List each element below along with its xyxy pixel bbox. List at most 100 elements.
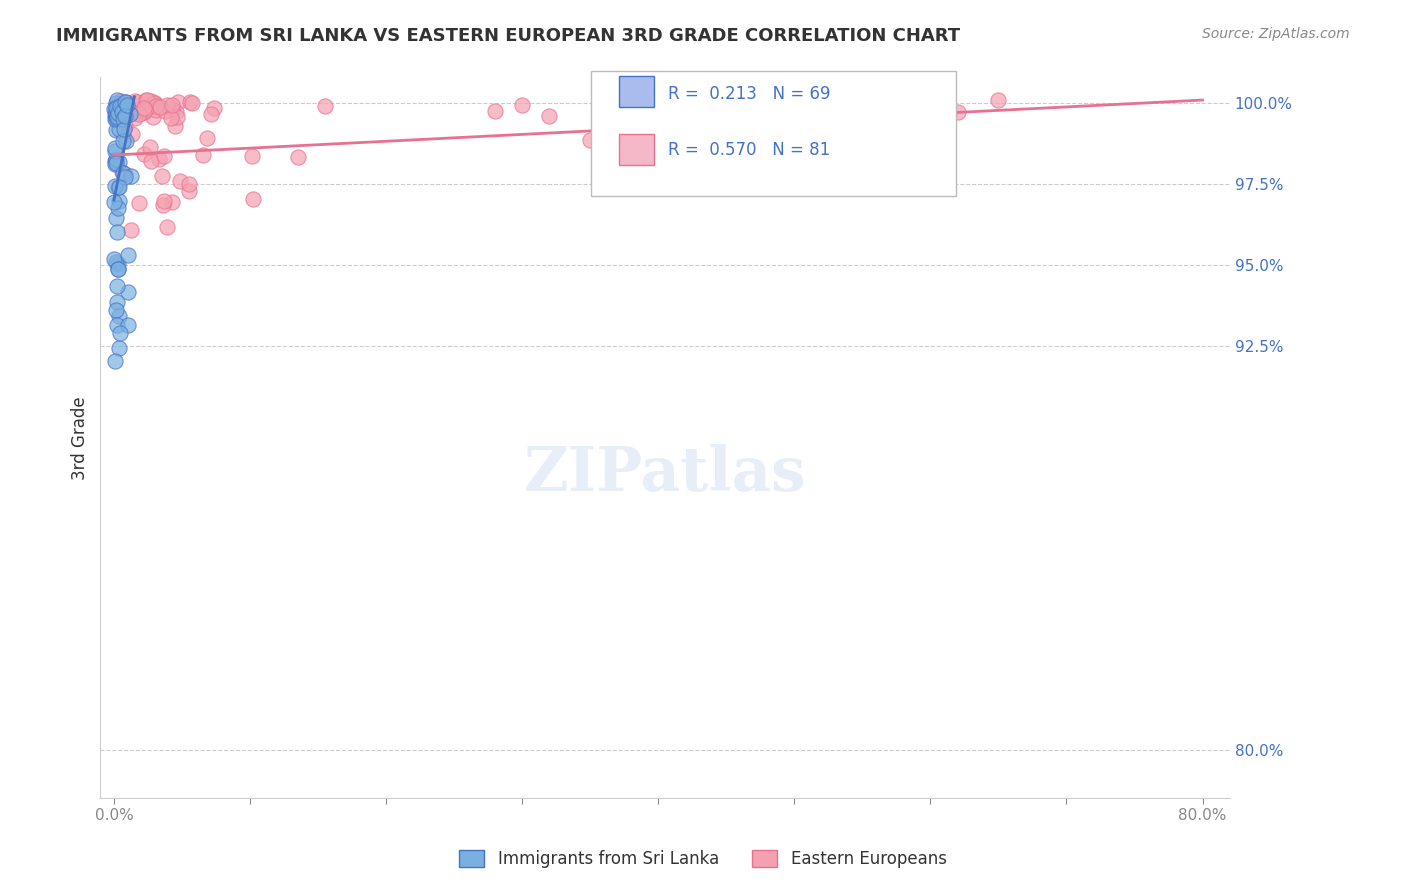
- Eastern Europeans: [105, 101, 128, 115]
- Eastern Europeans: [195, 131, 218, 145]
- Eastern Europeans: [111, 165, 134, 179]
- Eastern Europeans: [105, 105, 128, 120]
- Eastern Europeans: [287, 150, 309, 164]
- Eastern Europeans: [121, 128, 143, 142]
- Immigrants from Sri Lanka: [120, 106, 142, 120]
- Immigrants from Sri Lanka: [114, 95, 136, 110]
- Immigrants from Sri Lanka: [108, 326, 131, 341]
- Eastern Europeans: [150, 169, 173, 183]
- Immigrants from Sri Lanka: [105, 93, 128, 107]
- Immigrants from Sri Lanka: [104, 354, 127, 368]
- Immigrants from Sri Lanka: [105, 101, 128, 115]
- Immigrants from Sri Lanka: [114, 95, 136, 109]
- Immigrants from Sri Lanka: [104, 154, 127, 169]
- Eastern Europeans: [139, 140, 162, 154]
- Eastern Europeans: [851, 112, 873, 126]
- Immigrants from Sri Lanka: [105, 123, 128, 137]
- Eastern Europeans: [142, 110, 165, 124]
- Immigrants from Sri Lanka: [108, 121, 131, 136]
- Immigrants from Sri Lanka: [107, 194, 129, 208]
- Immigrants from Sri Lanka: [117, 285, 139, 299]
- Eastern Europeans: [160, 195, 183, 210]
- Eastern Europeans: [121, 104, 143, 119]
- Eastern Europeans: [153, 194, 176, 208]
- Eastern Europeans: [156, 220, 179, 235]
- Eastern Europeans: [114, 119, 136, 133]
- Eastern Europeans: [177, 177, 200, 191]
- Eastern Europeans: [756, 106, 779, 120]
- Immigrants from Sri Lanka: [108, 101, 131, 115]
- Eastern Europeans: [193, 148, 215, 162]
- Eastern Europeans: [163, 119, 186, 133]
- Eastern Europeans: [538, 109, 561, 123]
- Eastern Europeans: [484, 103, 506, 118]
- Eastern Europeans: [105, 111, 128, 125]
- Eastern Europeans: [579, 133, 602, 147]
- Immigrants from Sri Lanka: [114, 170, 136, 185]
- Immigrants from Sri Lanka: [114, 110, 136, 124]
- Eastern Europeans: [152, 198, 174, 212]
- Eastern Europeans: [200, 107, 222, 121]
- Immigrants from Sri Lanka: [104, 254, 127, 268]
- Eastern Europeans: [132, 105, 155, 120]
- Eastern Europeans: [111, 128, 134, 142]
- Eastern Europeans: [314, 99, 336, 113]
- Eastern Europeans: [620, 163, 643, 178]
- Text: ZIPatlas: ZIPatlas: [524, 444, 806, 504]
- Eastern Europeans: [108, 97, 131, 112]
- Eastern Europeans: [122, 102, 145, 116]
- Eastern Europeans: [166, 110, 188, 124]
- Immigrants from Sri Lanka: [104, 112, 127, 126]
- Eastern Europeans: [120, 223, 142, 237]
- Eastern Europeans: [675, 133, 697, 147]
- Immigrants from Sri Lanka: [112, 100, 135, 114]
- Eastern Europeans: [110, 94, 132, 108]
- Immigrants from Sri Lanka: [105, 106, 128, 120]
- Immigrants from Sri Lanka: [115, 98, 138, 112]
- Eastern Europeans: [180, 96, 202, 111]
- Eastern Europeans: [128, 195, 150, 210]
- Immigrants from Sri Lanka: [105, 110, 128, 124]
- Immigrants from Sri Lanka: [110, 99, 132, 113]
- Eastern Europeans: [112, 100, 135, 114]
- Immigrants from Sri Lanka: [108, 180, 131, 194]
- Eastern Europeans: [149, 100, 172, 114]
- Immigrants from Sri Lanka: [108, 99, 131, 113]
- Eastern Europeans: [125, 95, 148, 109]
- Eastern Europeans: [139, 94, 162, 108]
- Immigrants from Sri Lanka: [111, 99, 134, 113]
- Immigrants from Sri Lanka: [110, 104, 132, 119]
- Eastern Europeans: [148, 152, 170, 166]
- Eastern Europeans: [160, 98, 183, 112]
- Legend: Immigrants from Sri Lanka, Eastern Europeans: Immigrants from Sri Lanka, Eastern Europ…: [453, 843, 953, 875]
- Eastern Europeans: [240, 149, 263, 163]
- Immigrants from Sri Lanka: [105, 318, 128, 332]
- Eastern Europeans: [987, 94, 1010, 108]
- Immigrants from Sri Lanka: [105, 104, 128, 119]
- Eastern Europeans: [128, 107, 150, 121]
- Immigrants from Sri Lanka: [105, 111, 128, 125]
- Y-axis label: 3rd Grade: 3rd Grade: [72, 396, 89, 480]
- Eastern Europeans: [135, 93, 157, 107]
- Immigrants from Sri Lanka: [120, 169, 142, 183]
- Eastern Europeans: [145, 103, 167, 118]
- Eastern Europeans: [510, 97, 533, 112]
- Immigrants from Sri Lanka: [112, 134, 135, 148]
- Eastern Europeans: [153, 103, 176, 118]
- Immigrants from Sri Lanka: [105, 302, 128, 317]
- Immigrants from Sri Lanka: [111, 97, 134, 112]
- Immigrants from Sri Lanka: [105, 109, 128, 123]
- Text: IMMIGRANTS FROM SRI LANKA VS EASTERN EUROPEAN 3RD GRADE CORRELATION CHART: IMMIGRANTS FROM SRI LANKA VS EASTERN EUR…: [56, 27, 960, 45]
- Immigrants from Sri Lanka: [112, 166, 135, 180]
- Immigrants from Sri Lanka: [104, 144, 127, 158]
- Immigrants from Sri Lanka: [104, 211, 127, 226]
- Immigrants from Sri Lanka: [107, 257, 129, 271]
- Eastern Europeans: [160, 111, 183, 125]
- Immigrants from Sri Lanka: [105, 156, 128, 170]
- Eastern Europeans: [110, 114, 132, 128]
- Eastern Europeans: [115, 102, 138, 116]
- Immigrants from Sri Lanka: [103, 252, 125, 266]
- Immigrants from Sri Lanka: [117, 248, 139, 262]
- Eastern Europeans: [124, 111, 146, 125]
- Eastern Europeans: [166, 95, 188, 110]
